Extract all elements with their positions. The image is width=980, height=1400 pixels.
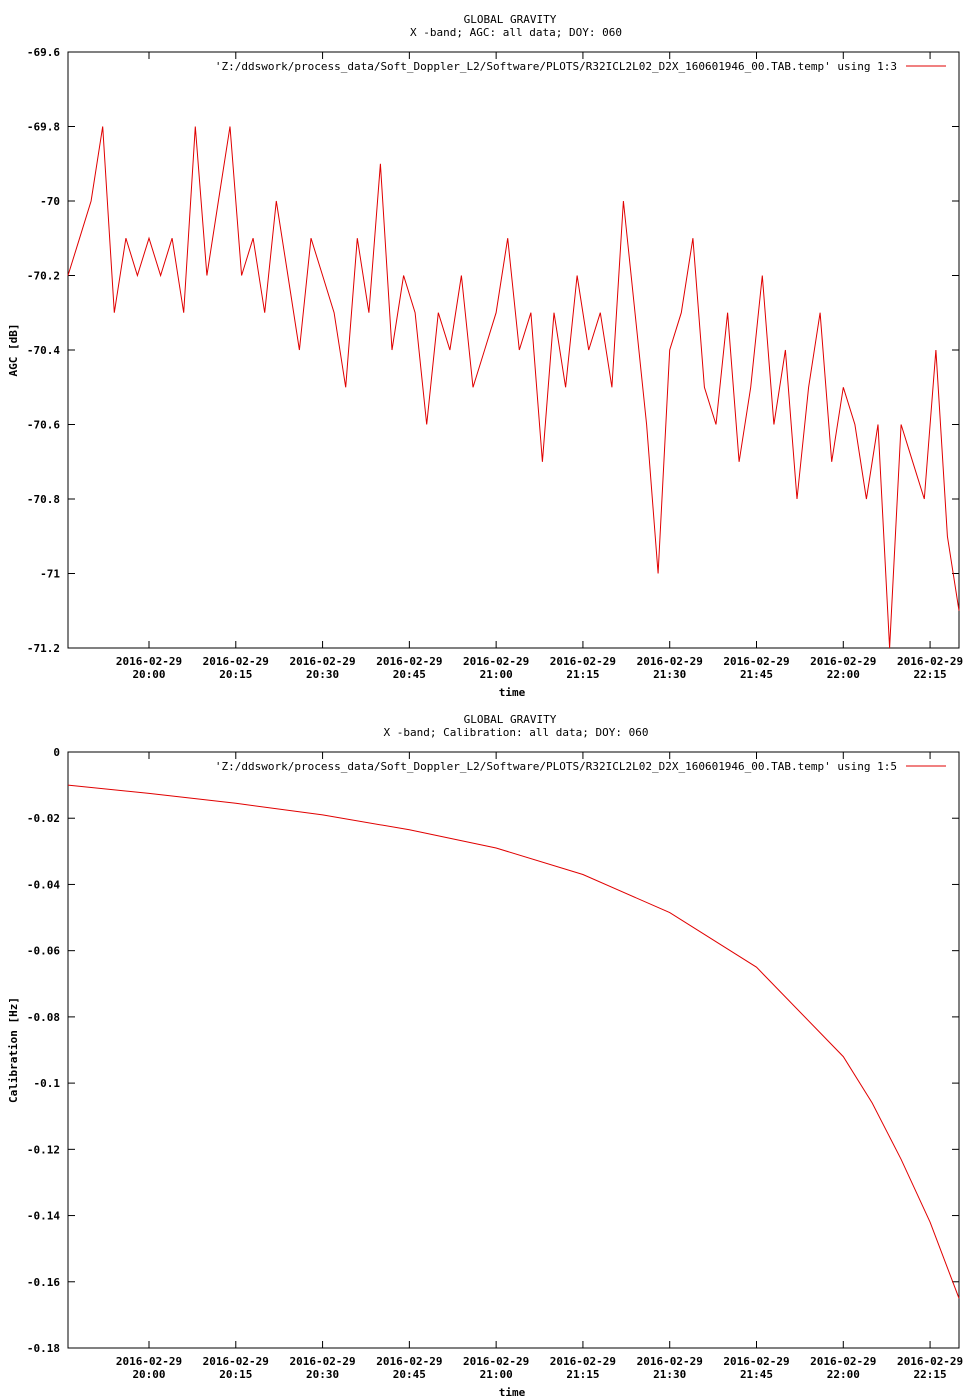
calibration-y-tick-label: 0: [53, 746, 60, 759]
agc-x-tick-time: 20:30: [306, 668, 339, 681]
calibration-x-tick-time: 22:00: [827, 1368, 860, 1381]
agc-y-tick-label: -70.6: [27, 419, 60, 432]
agc-y-tick-label: -69.6: [27, 46, 60, 59]
agc-y-tick-label: -69.8: [27, 121, 60, 134]
agc-x-tick-time: 22:15: [914, 668, 947, 681]
calibration-x-axis-label: time: [499, 1386, 526, 1399]
calibration-x-tick-date: 2016-02-29: [289, 1355, 355, 1368]
agc-chart-subtitle: X -band; AGC: all data; DOY: 060: [410, 26, 622, 39]
agc-x-tick-date: 2016-02-29: [810, 655, 876, 668]
calibration-y-tick-label: -0.12: [27, 1143, 60, 1156]
agc-x-tick-time: 20:45: [393, 668, 426, 681]
calibration-x-tick-date: 2016-02-29: [637, 1355, 703, 1368]
agc-y-tick-label: -70: [40, 195, 60, 208]
calibration-x-tick-date: 2016-02-29: [810, 1355, 876, 1368]
agc-y-tick-label: -71.2: [27, 642, 60, 655]
agc-x-tick-time: 21:30: [653, 668, 686, 681]
calibration-y-tick-label: -0.08: [27, 1011, 60, 1024]
calibration-y-tick-label: -0.18: [27, 1342, 60, 1355]
agc-plot-frame: [67, 51, 960, 649]
calibration-legend-label: 'Z:/ddswork/process_data/Soft_Doppler_L2…: [215, 760, 897, 773]
agc-y-tick-label: -71: [40, 568, 60, 581]
agc-chart: GLOBAL GRAVITY X -band; AGC: all data; D…: [7, 13, 963, 699]
agc-x-tick-date: 2016-02-29: [637, 655, 703, 668]
agc-x-tick-date: 2016-02-29: [723, 655, 789, 668]
agc-x-tick-time: 21:00: [480, 668, 513, 681]
agc-x-tick-time: 21:45: [740, 668, 773, 681]
agc-x-tick-date: 2016-02-29: [463, 655, 529, 668]
calibration-y-tick-label: -0.16: [27, 1276, 60, 1289]
calibration-y-tick-label: -0.06: [27, 945, 60, 958]
agc-y-tick-label: -70.4: [27, 344, 60, 357]
calibration-x-tick-date: 2016-02-29: [376, 1355, 442, 1368]
calibration-x-tick-time: 20:00: [132, 1368, 165, 1381]
agc-y-axis-label: AGC [dB]: [7, 324, 20, 377]
calibration-x-tick-time: 21:45: [740, 1368, 773, 1381]
agc-legend-label: 'Z:/ddswork/process_data/Soft_Doppler_L2…: [215, 60, 897, 73]
calibration-y-axis-label: Calibration [Hz]: [7, 997, 20, 1103]
agc-x-tick-time: 22:00: [827, 668, 860, 681]
calibration-x-tick-time: 21:00: [480, 1368, 513, 1381]
calibration-x-tick-time: 22:15: [914, 1368, 947, 1381]
calibration-y-tick-label: -0.02: [27, 812, 60, 825]
agc-x-tick-time: 21:15: [566, 668, 599, 681]
calibration-x-tick-date: 2016-02-29: [723, 1355, 789, 1368]
calibration-x-tick-time: 20:45: [393, 1368, 426, 1381]
agc-x-tick-date: 2016-02-29: [376, 655, 442, 668]
agc-x-tick-time: 20:00: [132, 668, 165, 681]
calibration-x-tick-date: 2016-02-29: [116, 1355, 182, 1368]
calibration-series-line: [67, 784, 960, 1299]
calibration-y-tick-label: -0.1: [34, 1077, 61, 1090]
calibration-x-tick-date: 2016-02-29: [203, 1355, 269, 1368]
calibration-chart: GLOBAL GRAVITY X -band; Calibration: all…: [7, 713, 963, 1399]
agc-x-tick-date: 2016-02-29: [550, 655, 616, 668]
calibration-plot-frame: [67, 751, 960, 1349]
agc-x-tick-time: 20:15: [219, 668, 252, 681]
agc-x-tick-date: 2016-02-29: [289, 655, 355, 668]
agc-y-tick-label: -70.2: [27, 270, 60, 283]
agc-x-tick-date: 2016-02-29: [897, 655, 963, 668]
calibration-x-tick-date: 2016-02-29: [550, 1355, 616, 1368]
agc-y-tick-label: -70.8: [27, 493, 60, 506]
agc-x-axis-label: time: [499, 686, 526, 699]
agc-x-tick-date: 2016-02-29: [116, 655, 182, 668]
calibration-x-tick-time: 20:15: [219, 1368, 252, 1381]
agc-series-line: [67, 126, 960, 649]
calibration-x-tick-date: 2016-02-29: [897, 1355, 963, 1368]
agc-chart-title: GLOBAL GRAVITY: [464, 13, 557, 26]
calibration-chart-subtitle: X -band; Calibration: all data; DOY: 060: [384, 726, 649, 739]
calibration-x-tick-time: 21:30: [653, 1368, 686, 1381]
agc-x-tick-date: 2016-02-29: [203, 655, 269, 668]
calibration-chart-title: GLOBAL GRAVITY: [464, 713, 557, 726]
calibration-x-tick-time: 21:15: [566, 1368, 599, 1381]
calibration-y-tick-label: -0.14: [27, 1210, 60, 1223]
calibration-x-tick-time: 20:30: [306, 1368, 339, 1381]
calibration-y-tick-label: -0.04: [27, 878, 60, 891]
calibration-x-tick-date: 2016-02-29: [463, 1355, 529, 1368]
